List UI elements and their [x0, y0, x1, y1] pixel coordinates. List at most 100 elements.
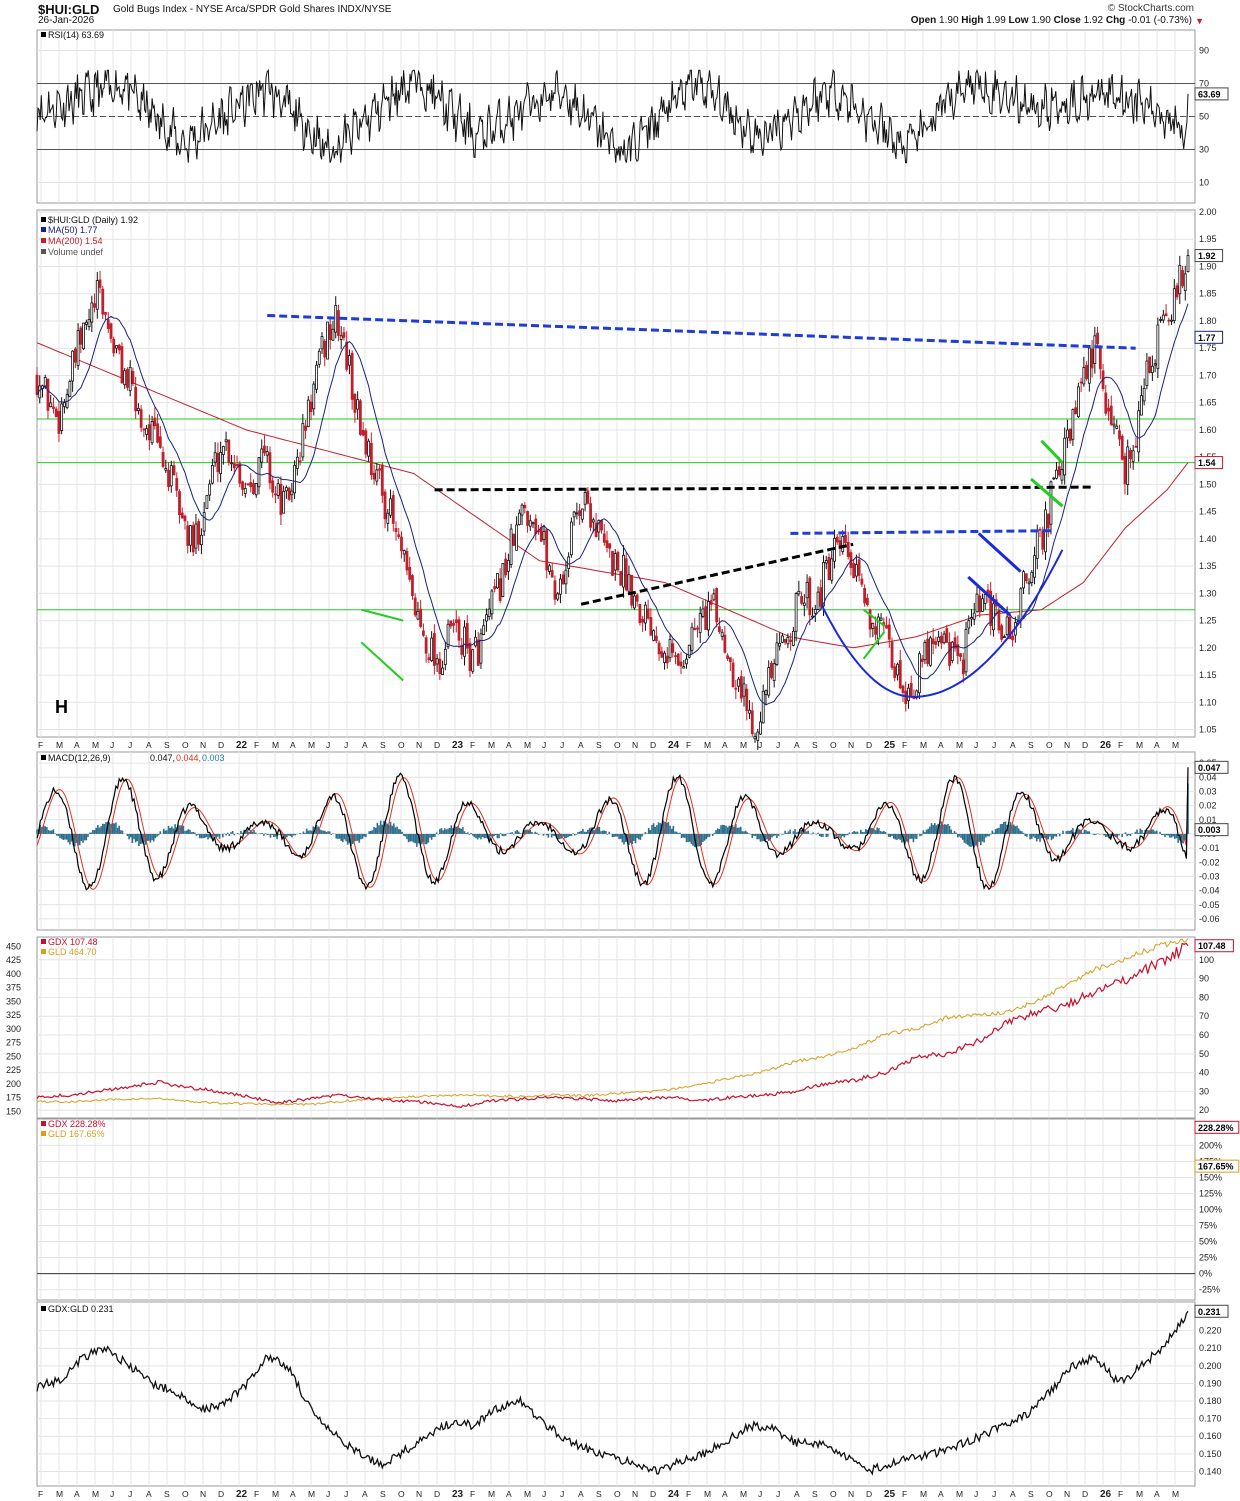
legend-swatch	[41, 949, 46, 954]
candle-body	[855, 564, 858, 577]
candle-body	[805, 581, 809, 599]
flag-line	[967, 575, 1012, 617]
y-tick-label: 325	[6, 1010, 21, 1020]
rsi-value-badge: 63.69	[1194, 87, 1229, 101]
candle-body	[43, 377, 47, 387]
candle-body	[997, 610, 1001, 631]
candle-body	[1079, 381, 1083, 384]
candle-body	[465, 622, 469, 649]
gdx-pct-legend: GDX 228.28%	[41, 1119, 106, 1129]
low-value: 1.90	[1031, 15, 1051, 26]
candle-body	[197, 521, 201, 545]
badge-text: 63.69	[1198, 89, 1221, 99]
candle-body	[942, 633, 946, 644]
y-tick-label: 90	[1199, 974, 1209, 984]
candle-body	[416, 610, 420, 620]
candle-body	[550, 570, 554, 578]
candle-body	[1052, 477, 1056, 480]
candle-body	[1170, 319, 1173, 322]
candle-body	[1181, 269, 1184, 287]
candle-body	[147, 424, 151, 441]
candle-body	[506, 559, 510, 572]
x-tick-label: S	[1028, 1489, 1034, 1499]
low-label: Low	[1008, 15, 1029, 26]
candle-body	[495, 573, 499, 589]
y-tick-label: 200	[6, 1079, 21, 1089]
candle-body	[1030, 571, 1034, 583]
candle-body	[767, 667, 771, 696]
candle-body	[660, 651, 664, 658]
candle-body	[1085, 364, 1089, 379]
candle-body	[622, 554, 625, 588]
x-tick-label: O	[398, 1489, 405, 1499]
rsi-legend: RSI(14) 63.69	[41, 30, 104, 40]
candle-body	[1183, 273, 1187, 291]
candle-body	[1134, 445, 1138, 448]
candle-body	[1164, 313, 1168, 317]
candlesticks	[35, 249, 1190, 750]
candle-body	[981, 598, 984, 612]
x-tick-label: J	[560, 740, 564, 750]
candle-body	[156, 423, 159, 443]
candle-body	[501, 563, 505, 597]
candle-body	[950, 641, 954, 661]
x-tick-label: N	[200, 740, 206, 750]
candle-body	[1175, 285, 1179, 298]
candle-body	[1005, 616, 1009, 636]
candle-body	[117, 344, 121, 351]
badge-box	[1194, 87, 1229, 101]
y-tick-label: 150%	[1199, 1172, 1222, 1182]
x-tick-label: 24	[668, 1489, 680, 1500]
candle-body	[517, 512, 521, 525]
badge-box	[1194, 456, 1224, 470]
candle-body	[509, 528, 513, 565]
x-tick-label: J	[560, 1489, 564, 1499]
x-tick-label: D	[866, 740, 872, 750]
candle-body	[687, 644, 691, 658]
x-tick-label: S	[380, 1489, 386, 1499]
y-tick-label: 50%	[1199, 1237, 1217, 1247]
candle-body	[312, 383, 316, 410]
candle-body	[720, 631, 724, 637]
candle-body	[128, 366, 132, 392]
x-tick-label: M	[1172, 740, 1179, 750]
candle-body	[1156, 324, 1160, 369]
x-tick-label: N	[1064, 740, 1070, 750]
x-tick-label: S	[380, 740, 386, 750]
macd-panel	[36, 751, 1196, 931]
x-tick-label: M	[740, 740, 747, 750]
candle-body	[759, 721, 762, 735]
candle-body	[770, 662, 773, 678]
candle-body	[249, 482, 253, 488]
candle-body	[208, 483, 212, 496]
flag-line	[360, 641, 404, 682]
rsi-line	[36, 68, 1189, 164]
candle-body	[271, 480, 275, 493]
candle-body	[213, 452, 217, 463]
candle-body	[600, 519, 603, 531]
stockcharts-credit[interactable]: © StockCharts.com	[1107, 3, 1194, 14]
legend-swatch	[41, 217, 46, 222]
candle-body	[526, 511, 529, 526]
x-tick-label: A	[74, 740, 80, 750]
candle-body	[175, 478, 179, 491]
candle-body	[438, 658, 442, 675]
candle-body	[1145, 360, 1149, 386]
x-tick-label: M	[956, 740, 963, 750]
candle-body	[619, 571, 623, 586]
candle-body	[802, 602, 806, 606]
ratio-legend: GDX:GLD 0.231	[41, 1304, 114, 1314]
x-tick-label: N	[200, 1489, 206, 1499]
x-tick-label: N	[416, 1489, 422, 1499]
candle-body	[1071, 409, 1075, 440]
candle-body	[948, 641, 951, 666]
x-tick-label: F	[470, 740, 475, 750]
y-tick-label: 1.05	[1199, 725, 1217, 735]
candle-body	[783, 638, 787, 643]
price-legend: $HUI:GLD (Daily) 1.92	[41, 215, 138, 225]
candle-body	[789, 639, 793, 642]
candle-body	[959, 653, 962, 657]
y-tick-label: -0.05	[1199, 900, 1220, 910]
candle-body	[696, 627, 699, 630]
candle-body	[860, 578, 864, 585]
